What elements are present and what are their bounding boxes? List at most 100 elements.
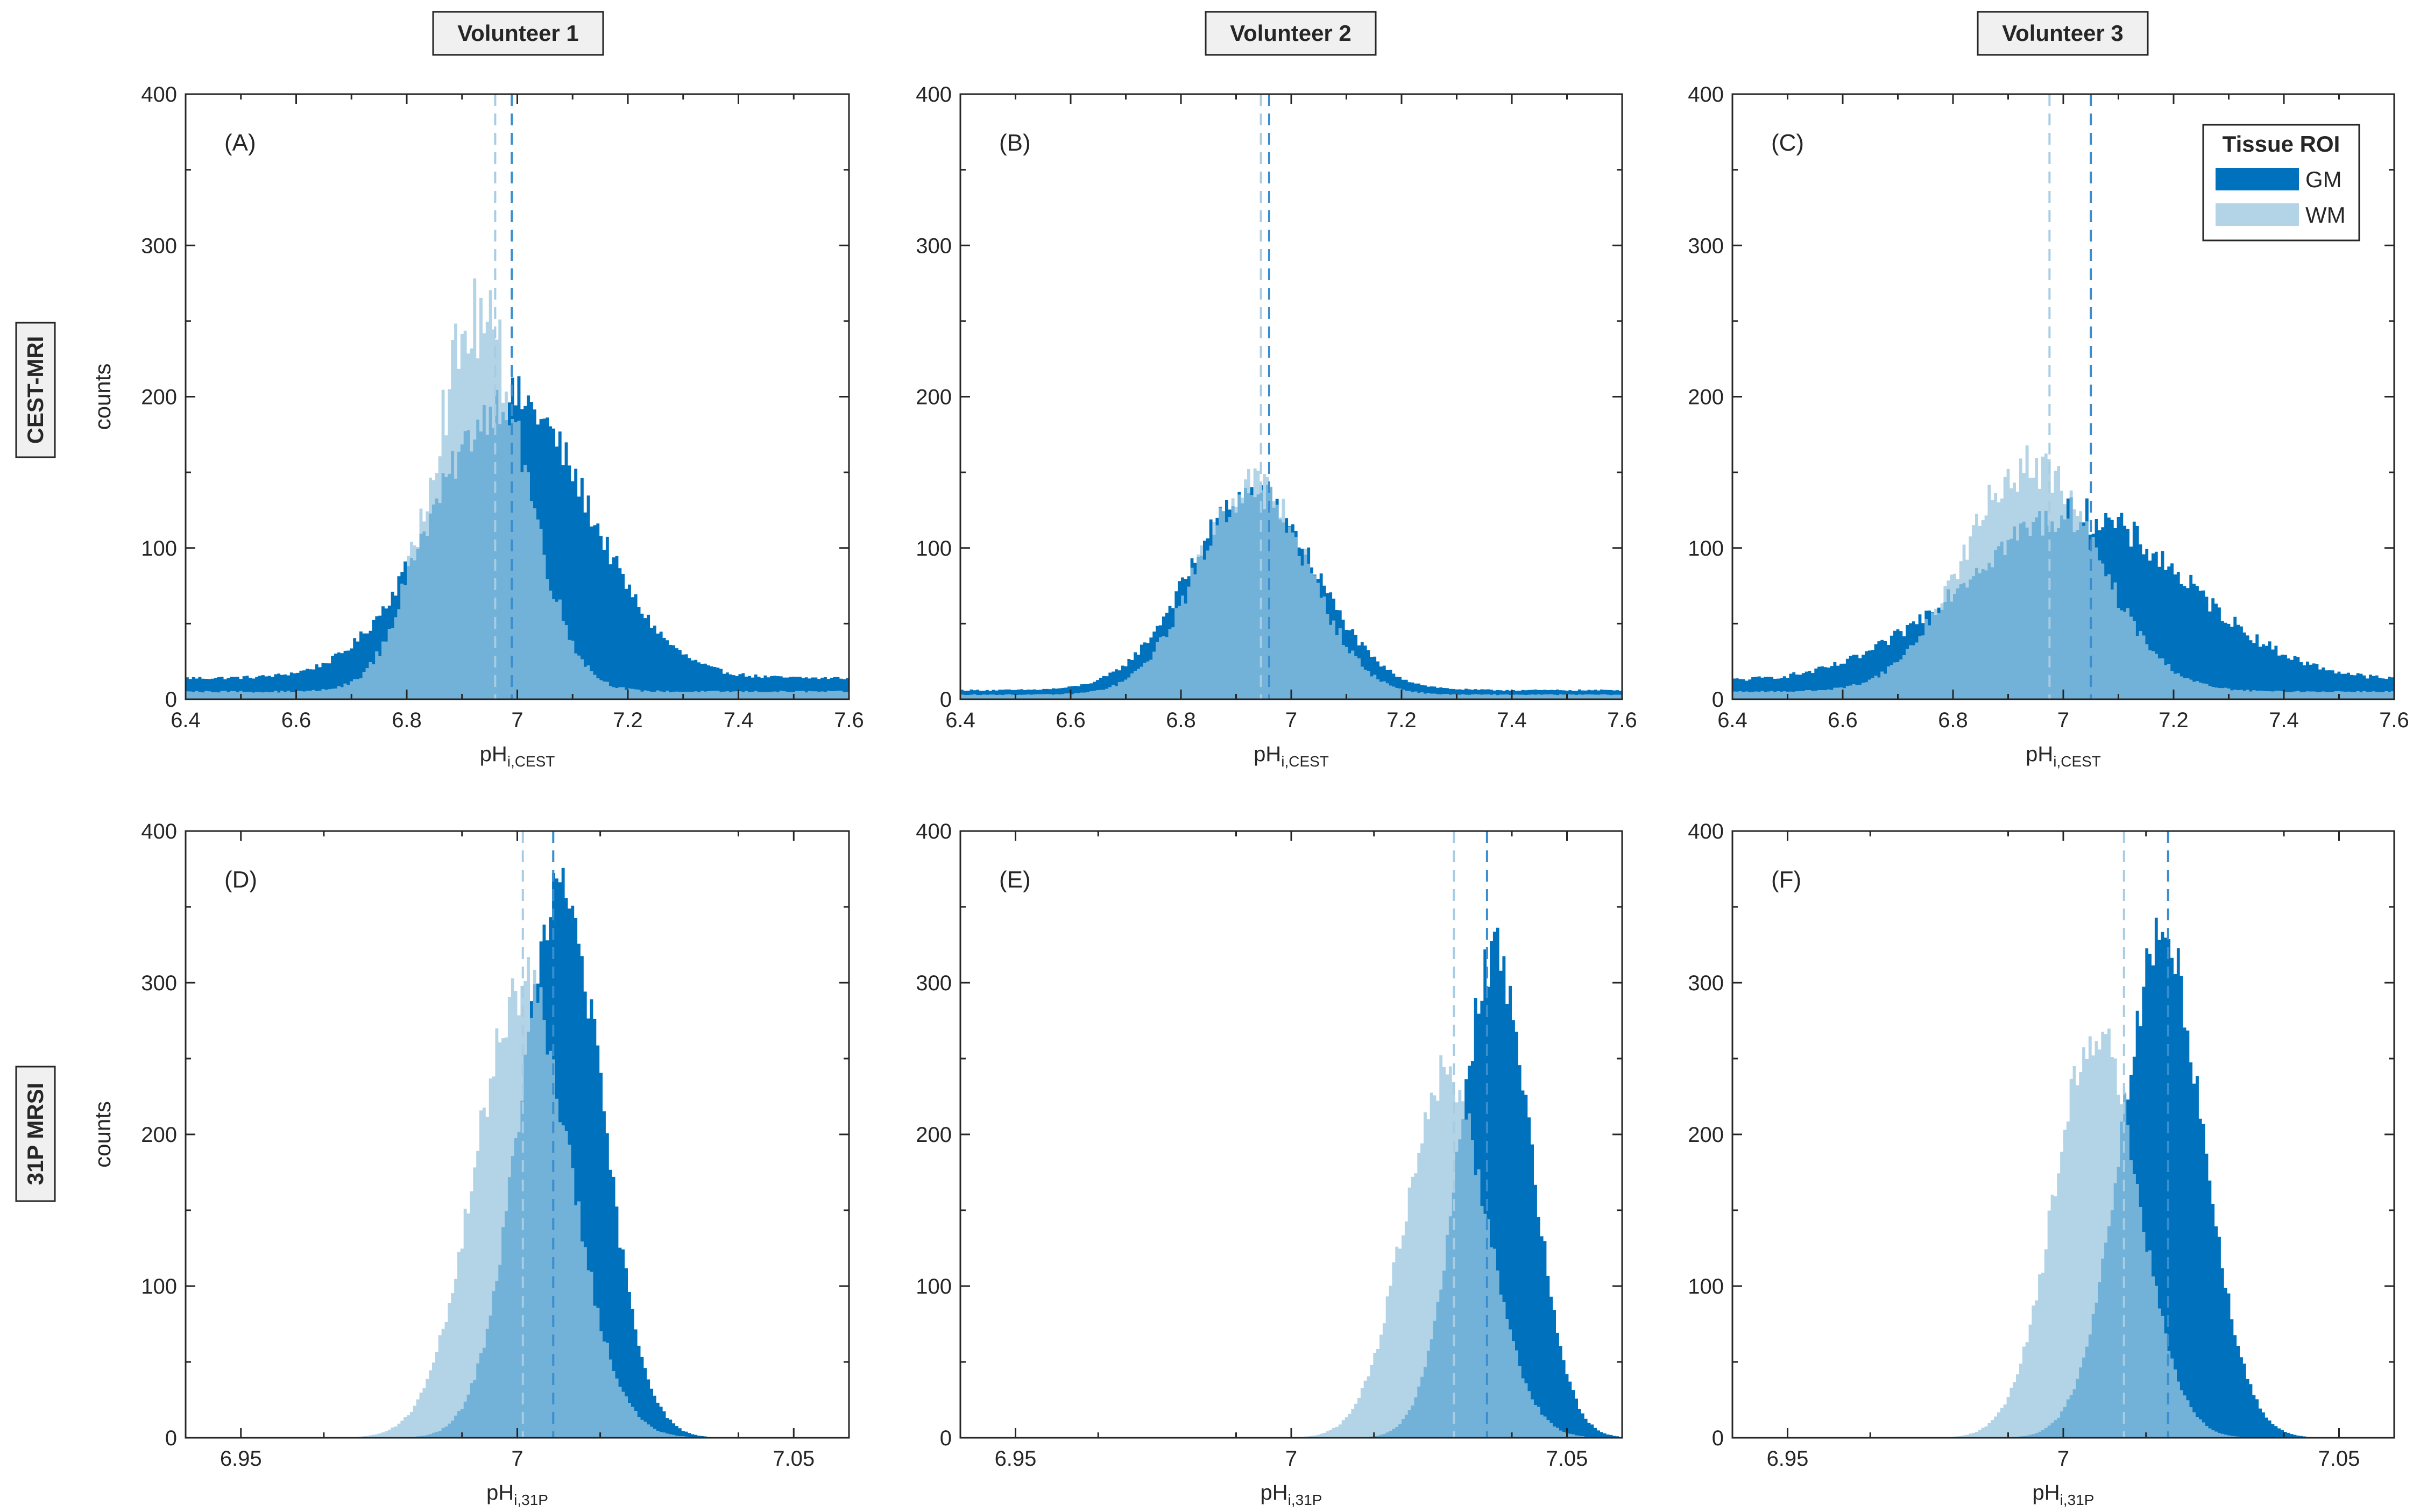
column-title-3-text: Volunteer 3	[2002, 20, 2124, 46]
y-tick-label: 200	[1688, 386, 1724, 409]
row-title-31p-text: 31P MRSI	[23, 1083, 48, 1186]
x-tick-label: 7.4	[1497, 708, 1527, 732]
column-title-1-text: Volunteer 1	[457, 20, 579, 46]
y-tick-label: 300	[1688, 971, 1724, 995]
x-tick-label: 7.2	[2159, 708, 2189, 732]
y-tick-label: 100	[141, 1275, 177, 1298]
x-axis-label: pHi,CEST	[480, 742, 555, 770]
y-tick-label: 200	[916, 1123, 952, 1147]
x-tick-label: 7	[2057, 708, 2069, 732]
x-tick-label: 6.6	[1828, 708, 1858, 732]
legend-label-gm: GM	[2305, 167, 2342, 192]
x-tick-label: 7.05	[773, 1447, 815, 1471]
panel-label: (E)	[999, 867, 1031, 893]
x-axis-label: pHi,31P	[2033, 1481, 2094, 1508]
histogram-wm	[1732, 1028, 2394, 1438]
y-tick-label: 400	[141, 820, 177, 843]
x-tick-label: 7	[1285, 708, 1297, 732]
panel-label: (D)	[224, 867, 257, 893]
panel-label: (C)	[1771, 130, 1804, 156]
x-axis-label-main: pH	[486, 1481, 514, 1504]
y-tick-label: 0	[1712, 1426, 1724, 1450]
x-tick-label: 7.6	[834, 708, 864, 732]
x-tick-label: 7	[511, 708, 523, 732]
panel-a: 0 100 200 300 400 6.4 6.6 6.8 7 7.2 7.4 7.6 pHi,CEST…	[90, 83, 864, 770]
x-tick-label: 7	[2057, 1447, 2069, 1471]
x-axis-label-sub: i,CEST	[2053, 753, 2101, 770]
y-tick-label: 300	[141, 971, 177, 995]
y-tick-label: 300	[1688, 234, 1724, 258]
y-tick-label: 300	[916, 234, 952, 258]
x-tick-label: 7.05	[1546, 1447, 1588, 1471]
y-tick-label: 200	[141, 1123, 177, 1147]
x-axis-label: pHi,31P	[486, 1481, 548, 1508]
legend-swatch-wm	[2216, 203, 2299, 226]
x-tick-label: 7.2	[613, 708, 643, 732]
x-tick-label: 7	[511, 1447, 523, 1471]
y-tick-label: 0	[940, 688, 952, 712]
histogram-overlap	[186, 984, 849, 1438]
y-tick-label: 400	[916, 820, 952, 843]
y-tick-label: 400	[916, 83, 952, 107]
row-title-cest-text: CEST-MRI	[23, 336, 48, 444]
column-title-1: Volunteer 1	[432, 11, 604, 56]
x-tick-label: 7.4	[2269, 708, 2299, 732]
x-axis-label: pHi,31P	[1261, 1481, 1322, 1508]
x-axis-label-main: pH	[1254, 742, 1281, 766]
x-tick-label: 7	[1285, 1447, 1297, 1471]
x-tick-label: 7.6	[2379, 708, 2409, 732]
y-tick-label: 300	[141, 234, 177, 258]
y-tick-label: 200	[141, 386, 177, 409]
legend: Tissue ROI GM WM	[2202, 124, 2360, 242]
column-title-2: Volunteer 2	[1205, 11, 1377, 56]
panel-c: 0 100 200 300 400 6.4 6.6 6.8 7 7.2 7.4 7.6 pHi,CEST…	[1688, 83, 2409, 770]
x-axis-label-main: pH	[1261, 1481, 1288, 1504]
x-axis-label-main: pH	[2033, 1481, 2060, 1504]
x-tick-label: 6.6	[281, 708, 312, 732]
histogram-overlap	[1732, 497, 2394, 699]
panel-label: (B)	[999, 130, 1031, 156]
x-axis-label-sub: i,CEST	[507, 753, 555, 770]
x-tick-label: 6.8	[1166, 708, 1196, 732]
panel-label: (A)	[224, 130, 256, 156]
x-tick-label: 7.2	[1386, 708, 1417, 732]
x-tick-label: 6.8	[392, 708, 422, 732]
y-tick-label: 100	[916, 537, 952, 560]
x-tick-label: 6.4	[1717, 708, 1747, 732]
y-tick-label: 400	[141, 83, 177, 107]
y-tick-label: 200	[1688, 1123, 1724, 1147]
x-tick-label: 7.6	[1607, 708, 1637, 732]
y-tick-label: 100	[1688, 1275, 1724, 1298]
y-tick-label: 200	[916, 386, 952, 409]
column-title-2-text: Volunteer 2	[1230, 20, 1351, 46]
x-axis-label-sub: i,31P	[514, 1492, 548, 1508]
x-axis-label-main: pH	[2026, 742, 2053, 766]
y-tick-label: 0	[165, 688, 177, 712]
y-tick-label: 100	[916, 1275, 952, 1298]
y-tick-label: 100	[1688, 537, 1724, 560]
y-tick-label: 300	[916, 971, 952, 995]
x-tick-label: 6.4	[945, 708, 975, 732]
y-tick-label: 0	[940, 1426, 952, 1450]
x-axis-label-main: pH	[480, 742, 507, 766]
y-tick-label: 400	[1688, 83, 1724, 107]
histogram-overlap	[960, 485, 1622, 699]
column-title-3: Volunteer 3	[1977, 11, 2149, 56]
x-tick-label: 6.4	[171, 708, 201, 732]
x-tick-label: 6.8	[1938, 708, 1968, 732]
y-axis-label: counts	[90, 1101, 115, 1168]
row-title-cest: CEST-MRI	[15, 322, 56, 458]
histogram-overlap	[960, 1113, 1622, 1438]
panel-b: 0 100 200 300 400 6.4 6.6 6.8 7 7.2 7.4 7.6 pHi,CEST…	[916, 83, 1637, 770]
x-tick-label: 6.6	[1056, 708, 1086, 732]
histogram-gm	[1732, 918, 2394, 1438]
x-axis-label-sub: i,31P	[1288, 1492, 1322, 1508]
histogram-gm	[960, 927, 1622, 1438]
legend-title: Tissue ROI	[2223, 131, 2340, 157]
x-tick-label: 7.4	[724, 708, 754, 732]
x-tick-label: 6.95	[220, 1447, 262, 1471]
histogram-overlap	[186, 389, 849, 699]
x-tick-label: 6.95	[1767, 1447, 1809, 1471]
